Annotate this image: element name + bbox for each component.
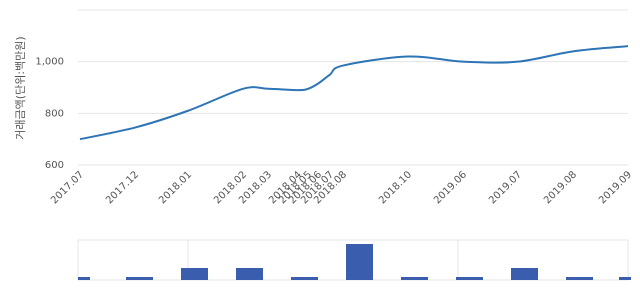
line-series: [79, 45, 629, 141]
y-tick-label: 1,000: [35, 57, 64, 68]
bar: [236, 268, 263, 280]
bar: [78, 277, 90, 280]
y-tick-label: 600: [45, 160, 64, 171]
x-tick-label: 2019.09: [597, 169, 634, 206]
x-tick-label: 2018.10: [377, 169, 414, 206]
x-tick-label: 2017.07: [49, 169, 86, 206]
x-tick-label: 2019.07: [487, 169, 524, 206]
bar: [456, 277, 483, 280]
bar: [511, 268, 538, 280]
y-tick-label: 800: [45, 108, 64, 119]
bar: [126, 277, 153, 280]
x-tick-label: 2017.12: [104, 169, 141, 206]
bar: [291, 277, 318, 280]
bar: [346, 244, 373, 280]
x-tick-label: 2018.01: [157, 169, 194, 206]
bar: [566, 277, 593, 280]
bar: [619, 277, 631, 280]
bar: [401, 277, 428, 280]
x-tick-label: 2019.08: [542, 169, 579, 206]
bar: [181, 268, 208, 280]
y-axis-label: 거래금액(단위:백만원): [14, 36, 27, 139]
x-tick-label: 2019.06: [432, 169, 469, 206]
